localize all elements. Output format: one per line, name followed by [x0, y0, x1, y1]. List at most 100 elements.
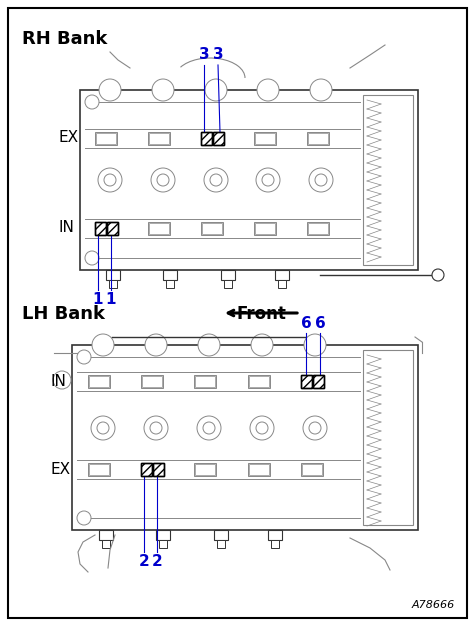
- Circle shape: [150, 422, 162, 434]
- Text: EX: EX: [58, 130, 78, 145]
- Circle shape: [262, 174, 274, 186]
- Circle shape: [85, 251, 99, 265]
- Circle shape: [309, 168, 333, 192]
- Bar: [224, 280, 232, 288]
- Bar: [106, 270, 120, 280]
- Bar: [202, 133, 222, 144]
- Bar: [313, 375, 324, 388]
- Text: 6: 6: [301, 316, 312, 331]
- Bar: [141, 463, 163, 476]
- Circle shape: [91, 416, 115, 440]
- Bar: [248, 375, 270, 388]
- Text: 2: 2: [152, 554, 162, 569]
- Bar: [313, 375, 324, 388]
- Bar: [221, 270, 235, 280]
- Bar: [148, 132, 170, 145]
- Circle shape: [145, 334, 167, 356]
- Bar: [254, 222, 276, 235]
- Bar: [255, 133, 275, 144]
- Circle shape: [432, 269, 444, 281]
- Circle shape: [97, 422, 109, 434]
- Circle shape: [151, 168, 175, 192]
- Bar: [149, 133, 169, 144]
- Bar: [88, 463, 110, 476]
- Text: 2: 2: [139, 554, 149, 569]
- Bar: [201, 222, 223, 235]
- Bar: [99, 530, 113, 540]
- Bar: [142, 464, 162, 475]
- Circle shape: [104, 174, 116, 186]
- Bar: [95, 132, 117, 145]
- Bar: [72, 345, 418, 530]
- Circle shape: [53, 371, 71, 389]
- Circle shape: [152, 79, 174, 101]
- Text: RH Bank: RH Bank: [22, 30, 107, 48]
- Bar: [109, 280, 117, 288]
- Text: 3: 3: [199, 47, 209, 62]
- Bar: [95, 222, 117, 235]
- Circle shape: [144, 416, 168, 440]
- Bar: [88, 375, 110, 388]
- Bar: [156, 530, 170, 540]
- Bar: [80, 90, 418, 270]
- Text: EX: EX: [50, 461, 70, 476]
- Bar: [153, 463, 164, 476]
- Circle shape: [157, 174, 169, 186]
- Bar: [249, 376, 269, 387]
- Bar: [159, 540, 167, 548]
- Bar: [213, 132, 224, 145]
- Bar: [214, 530, 228, 540]
- Bar: [301, 375, 312, 388]
- Circle shape: [256, 422, 268, 434]
- Text: 6: 6: [314, 316, 325, 331]
- Bar: [153, 463, 164, 476]
- Text: 3: 3: [213, 47, 223, 62]
- Bar: [301, 375, 312, 388]
- Bar: [141, 463, 152, 476]
- Bar: [254, 132, 276, 145]
- Bar: [268, 530, 282, 540]
- Circle shape: [198, 334, 220, 356]
- Circle shape: [92, 334, 114, 356]
- Bar: [202, 223, 222, 234]
- Circle shape: [257, 79, 279, 101]
- Bar: [308, 133, 328, 144]
- Circle shape: [99, 79, 121, 101]
- Bar: [95, 222, 106, 235]
- Bar: [141, 375, 163, 388]
- Bar: [195, 376, 215, 387]
- Bar: [363, 350, 413, 525]
- Bar: [217, 540, 225, 548]
- Bar: [102, 540, 110, 548]
- Bar: [307, 222, 329, 235]
- Bar: [148, 222, 170, 235]
- Text: 1: 1: [93, 292, 103, 307]
- Bar: [271, 540, 279, 548]
- Circle shape: [303, 416, 327, 440]
- Circle shape: [315, 174, 327, 186]
- Circle shape: [77, 350, 91, 364]
- Bar: [307, 132, 329, 145]
- Bar: [249, 464, 269, 475]
- Circle shape: [304, 334, 326, 356]
- Bar: [89, 376, 109, 387]
- Bar: [107, 222, 118, 235]
- Bar: [142, 376, 162, 387]
- Bar: [201, 132, 212, 145]
- Text: 1: 1: [106, 292, 116, 307]
- Circle shape: [204, 168, 228, 192]
- Bar: [195, 464, 215, 475]
- Bar: [96, 133, 116, 144]
- Bar: [163, 270, 177, 280]
- Circle shape: [250, 416, 274, 440]
- Bar: [201, 132, 223, 145]
- Bar: [166, 280, 174, 288]
- Bar: [96, 223, 116, 234]
- Bar: [363, 95, 413, 265]
- Text: LH Bank: LH Bank: [22, 305, 105, 323]
- Bar: [301, 463, 323, 476]
- Bar: [89, 464, 109, 475]
- Bar: [302, 464, 322, 475]
- Bar: [95, 222, 106, 235]
- Text: A78666: A78666: [412, 600, 455, 610]
